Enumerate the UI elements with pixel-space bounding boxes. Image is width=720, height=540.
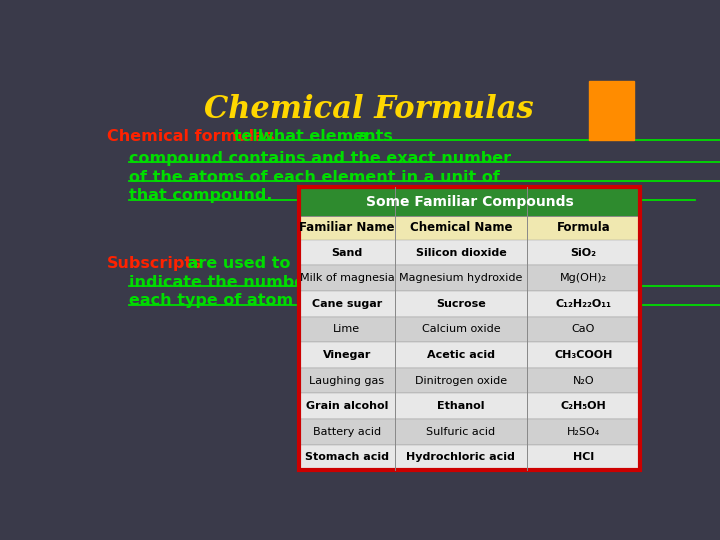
Text: Calcium oxide: Calcium oxide [422, 325, 500, 334]
Text: Familiar Name: Familiar Name [299, 221, 395, 234]
Text: Ethanol: Ethanol [437, 401, 485, 411]
Text: that compound.: that compound. [129, 188, 273, 203]
Text: SiO₂: SiO₂ [570, 248, 596, 258]
Text: C₂H₅OH: C₂H₅OH [561, 401, 606, 411]
Text: N₂O: N₂O [572, 376, 594, 386]
Bar [300, 266, 639, 291]
Text: CH₃COOH: CH₃COOH [554, 350, 613, 360]
Bar [300, 419, 639, 444]
Text: Sucrose: Sucrose [436, 299, 486, 309]
Text: Cane sugar: Cane sugar [312, 299, 382, 309]
Bar [300, 216, 639, 240]
Text: Lime: Lime [333, 325, 361, 334]
Text: Formula: Formula [557, 221, 611, 234]
Text: Mg(OH)₂: Mg(OH)₂ [560, 273, 607, 284]
Bar [300, 316, 639, 342]
Text: Vinegar: Vinegar [323, 350, 371, 360]
Text: each type of atom prese: each type of atom prese [129, 294, 350, 308]
Bar [300, 342, 639, 368]
Text: Milk of magnesia: Milk of magnesia [300, 273, 395, 284]
Bar [300, 187, 639, 470]
Bar [300, 368, 639, 394]
Text: a: a [352, 129, 369, 144]
Text: compound contains and the exact number: compound contains and the exact number [129, 151, 511, 166]
Text: are used to: are used to [182, 256, 291, 271]
Text: tell: tell [228, 129, 269, 144]
Text: indicate the number of: indicate the number of [129, 275, 337, 290]
Bar [300, 291, 639, 316]
Text: Laughing gas: Laughing gas [310, 376, 384, 386]
Text: Hydrochloric acid: Hydrochloric acid [407, 453, 516, 462]
Text: CaO: CaO [572, 325, 595, 334]
Bar [300, 240, 639, 266]
Text: Magnesium hydroxide: Magnesium hydroxide [400, 273, 523, 284]
Text: Dinitrogen oxide: Dinitrogen oxide [415, 376, 507, 386]
Text: HCl: HCl [573, 453, 594, 462]
Text: Battery acid: Battery acid [313, 427, 381, 437]
Text: Silicon dioxide: Silicon dioxide [415, 248, 506, 258]
Text: Chemical formulas: Chemical formulas [107, 129, 274, 144]
Bar [590, 82, 634, 140]
Text: H₂SO₄: H₂SO₄ [567, 427, 600, 437]
Text: Sulfuric acid: Sulfuric acid [426, 427, 495, 437]
Text: C₁₂H₂₂O₁₁: C₁₂H₂₂O₁₁ [555, 299, 611, 309]
Text: Chemical Name: Chemical Name [410, 221, 512, 234]
Text: Some Familiar Compounds: Some Familiar Compounds [366, 194, 573, 208]
Text: Stomach acid: Stomach acid [305, 453, 389, 462]
Text: Subscripts: Subscripts [107, 256, 202, 271]
Bar [300, 394, 639, 419]
Bar [300, 444, 639, 470]
Bar [300, 187, 639, 216]
Text: Sand: Sand [331, 248, 363, 258]
Text: Chemical Formulas: Chemical Formulas [204, 94, 534, 125]
Text: Grain alcohol: Grain alcohol [306, 401, 388, 411]
Text: of the atoms of each element in a unit of: of the atoms of each element in a unit o… [129, 170, 500, 185]
Text: Acetic acid: Acetic acid [427, 350, 495, 360]
Text: what elements: what elements [258, 129, 392, 144]
